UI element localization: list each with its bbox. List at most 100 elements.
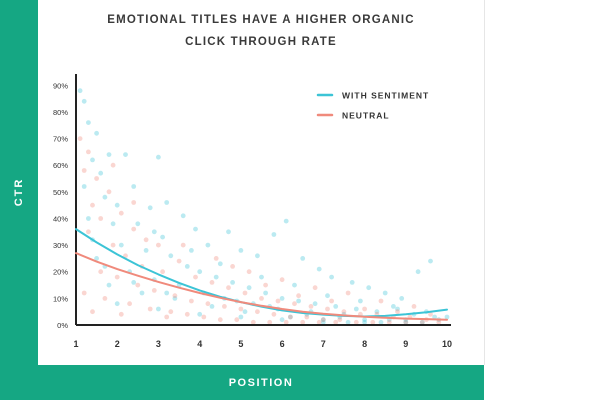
series-0-point-29	[329, 274, 334, 280]
series-0-point-14	[164, 200, 170, 205]
series-1-point-55	[127, 301, 132, 307]
series-1-point-58	[184, 311, 190, 317]
series-0-point-83	[320, 319, 326, 325]
series-0-point-71	[242, 309, 248, 315]
y-tick-label-1: 10%	[53, 294, 68, 303]
x-tick-label-5: 6	[280, 339, 285, 349]
series-1-point-43	[288, 314, 293, 320]
series-1-point-60	[217, 317, 223, 323]
series-0-point-95	[151, 229, 157, 235]
panel-right-edge	[484, 0, 485, 365]
y-tick-label-5: 50%	[53, 188, 68, 197]
series-1-point-70	[164, 314, 170, 320]
series-0-point-78	[114, 301, 120, 307]
series-1-point-37	[189, 298, 194, 304]
series-0-point-87	[217, 261, 223, 267]
series-1-point-76	[378, 298, 384, 304]
series-1-point-10	[156, 242, 161, 248]
series-1-point-20	[242, 290, 248, 296]
series-0-point-80	[197, 311, 203, 317]
series-1-point-51	[419, 319, 425, 325]
series-1-point-11	[86, 229, 91, 235]
series-1-point-17	[193, 274, 198, 280]
series-0-point-79	[156, 306, 161, 312]
series-0-point-33	[399, 296, 405, 301]
y-tick-label-3: 30%	[53, 241, 68, 250]
series-0-point-16	[110, 221, 116, 227]
legend-label-1: NEUTRAL	[342, 111, 390, 121]
series-0-point-54	[94, 256, 99, 261]
series-1-point-65	[300, 319, 306, 325]
series-1-point-64	[283, 319, 289, 325]
series-1-point-35	[151, 288, 157, 293]
series-1-point-50	[403, 319, 409, 325]
series-1-point-72	[246, 269, 252, 275]
series-0-point-66	[419, 319, 425, 325]
series-0-point-74	[345, 319, 351, 325]
series-0-point-40	[197, 269, 203, 275]
series-0-point-45	[279, 296, 285, 301]
series-0-point-82	[279, 317, 285, 323]
series-0-point-86	[444, 314, 450, 320]
y-tick-label-6: 60%	[53, 161, 68, 170]
series-1-point-38	[205, 301, 211, 307]
x-tick-label-1: 2	[115, 339, 120, 349]
x-tick-label-2: 3	[156, 339, 161, 349]
series-1-point-22	[275, 298, 281, 304]
series-1-point-59	[201, 314, 207, 320]
series-1-point-75	[345, 290, 351, 296]
series-0-point-49	[353, 306, 359, 312]
series-1-point-5	[98, 216, 104, 221]
series-1-point-45	[320, 317, 326, 323]
series-0-point-0	[77, 88, 83, 94]
series-1-point-86	[395, 309, 400, 315]
series-0-point-2	[86, 120, 91, 125]
series-0-point-37	[143, 248, 149, 253]
series-0-point-39	[184, 264, 190, 269]
series-0-point-13	[156, 154, 161, 160]
series-1-point-16	[176, 258, 182, 264]
series-0-point-7	[123, 152, 128, 158]
series-1-point-21	[259, 296, 264, 301]
y-tick-label-8: 80%	[53, 108, 68, 117]
series-0-point-47	[312, 301, 318, 307]
series-0-point-5	[98, 170, 104, 176]
series-1-point-79	[131, 200, 137, 205]
series-0-point-70	[209, 304, 215, 309]
series-1-point-33	[114, 274, 120, 280]
series-1-point-41	[255, 309, 260, 315]
series-1-point-49	[386, 319, 392, 325]
series-1-point-67	[333, 319, 339, 325]
series-1-point-3	[94, 176, 99, 181]
series-0-point-73	[320, 317, 326, 323]
series-0-point-26	[283, 218, 289, 224]
series-1-trend-line	[75, 252, 448, 321]
series-0-point-92	[391, 304, 396, 309]
series-1-point-12	[110, 242, 116, 248]
series-1-point-47	[353, 319, 359, 325]
series-1-point-19	[226, 285, 231, 291]
series-0-point-15	[86, 216, 91, 221]
series-0-point-89	[292, 282, 297, 288]
series-0-point-27	[300, 256, 306, 261]
series-1-point-62	[250, 319, 256, 325]
series-0-point-91	[358, 298, 363, 304]
series-1-point-84	[329, 298, 334, 304]
series-0-point-4	[90, 157, 95, 163]
series-0-point-46	[296, 298, 301, 304]
x-tick-label-0: 1	[73, 339, 78, 349]
series-0-point-75	[378, 319, 384, 325]
series-0-point-81	[238, 314, 244, 320]
y-tick-label-9: 90%	[53, 81, 68, 90]
series-1-point-32	[98, 269, 104, 275]
series-0-point-84	[362, 319, 367, 325]
series-0-point-90	[325, 293, 330, 299]
series-0-point-19	[180, 213, 186, 219]
series-0-point-76	[403, 319, 409, 325]
x-tick-label-3: 4	[197, 339, 202, 349]
series-1-point-78	[180, 242, 186, 248]
series-0-point-9	[102, 194, 108, 200]
y-tick-label-2: 20%	[53, 268, 68, 277]
series-0-point-69	[172, 296, 178, 301]
series-1-point-42	[271, 311, 277, 317]
